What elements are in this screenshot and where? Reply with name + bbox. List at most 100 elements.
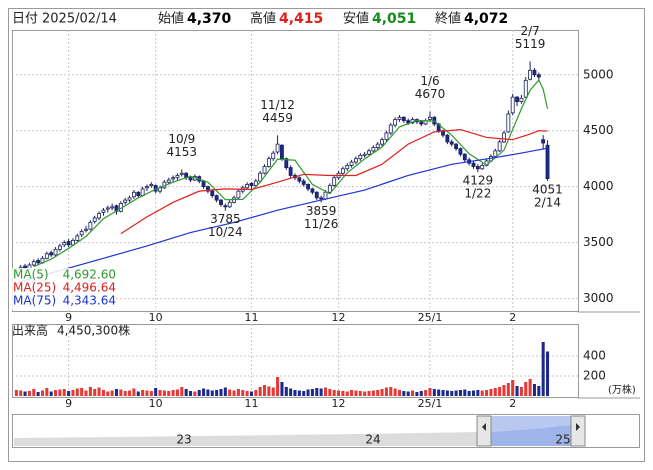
x-tick-label: 2 bbox=[509, 311, 516, 324]
candle-body bbox=[327, 185, 332, 193]
volume-bar bbox=[215, 390, 219, 396]
x-tick-label: 12 bbox=[332, 397, 346, 410]
volume-bar bbox=[506, 383, 510, 396]
volume-bar bbox=[206, 389, 210, 396]
volume-bar bbox=[354, 390, 358, 396]
volume-bar bbox=[54, 390, 58, 396]
candle-body bbox=[166, 179, 171, 183]
legend-name: MA(75) bbox=[13, 294, 56, 308]
volume-bar bbox=[454, 390, 458, 396]
x-tick-label: 11 bbox=[244, 397, 258, 410]
volume-bar bbox=[350, 390, 354, 396]
candle-body bbox=[123, 199, 128, 203]
volume-bar bbox=[432, 389, 436, 396]
volume-bar bbox=[45, 388, 49, 396]
candle-body bbox=[88, 222, 93, 230]
volume-bar bbox=[332, 390, 336, 396]
volume-bar bbox=[445, 390, 449, 396]
candle-body bbox=[536, 74, 541, 78]
navigator-handle[interactable] bbox=[570, 415, 586, 447]
candle-body bbox=[510, 96, 515, 114]
x-tick-label: 10 bbox=[149, 397, 163, 410]
candle-body bbox=[545, 144, 550, 180]
volume-bar bbox=[380, 389, 384, 396]
candle-body bbox=[57, 245, 62, 250]
candle-body bbox=[475, 166, 480, 170]
candle-body bbox=[375, 143, 380, 148]
volume-bar bbox=[36, 392, 40, 396]
field-label: 安値 bbox=[343, 11, 369, 27]
candle-body bbox=[62, 242, 67, 246]
volume-bar bbox=[62, 389, 66, 396]
volume-bar bbox=[402, 391, 406, 396]
volume-bar bbox=[341, 391, 345, 396]
candle-body bbox=[110, 206, 115, 209]
candle-body bbox=[171, 177, 176, 180]
volume-bar bbox=[228, 389, 232, 396]
navigator-handle[interactable] bbox=[476, 415, 492, 447]
candle-body bbox=[236, 190, 241, 199]
candle-body bbox=[523, 79, 528, 98]
volume-bar bbox=[428, 388, 432, 396]
candle-body bbox=[31, 261, 36, 266]
volume-bar bbox=[315, 388, 319, 396]
candle-body bbox=[253, 180, 258, 186]
volume-bar bbox=[328, 389, 332, 396]
navigator-label: 24 bbox=[365, 433, 380, 447]
candle-body bbox=[358, 154, 363, 160]
candle-body bbox=[497, 141, 502, 152]
volume-bar bbox=[493, 388, 497, 396]
y-tick-label: 3500 bbox=[583, 235, 614, 249]
volume-bar bbox=[193, 391, 197, 396]
legend-name: MA(25) bbox=[13, 281, 56, 295]
candle-body bbox=[458, 148, 463, 155]
ma-line bbox=[16, 147, 548, 284]
field-value: 4,415 bbox=[279, 11, 323, 27]
candle-body bbox=[471, 162, 476, 167]
volume-bar bbox=[393, 388, 397, 396]
candle-body bbox=[454, 143, 459, 150]
y-tick-label: 5000 bbox=[583, 67, 614, 81]
legend: MA(5) 4,692.60 MA(25) 4,496.64 MA(75) 4,343.6… bbox=[12, 268, 116, 310]
candle-body bbox=[280, 144, 284, 160]
volume-bar bbox=[97, 387, 101, 396]
volume-bar bbox=[345, 391, 349, 396]
volume-bar bbox=[463, 389, 467, 396]
candle-body bbox=[340, 168, 345, 174]
annotation-date: 10/9 bbox=[168, 132, 195, 146]
annotation-date: 1/6 bbox=[420, 74, 439, 88]
volume-bar bbox=[502, 385, 506, 396]
annotation-value: 4051 bbox=[532, 182, 563, 196]
candle-body bbox=[319, 197, 324, 200]
candle-body bbox=[388, 124, 393, 134]
volume-label: 出来高 bbox=[12, 324, 48, 338]
candle-body bbox=[419, 121, 424, 125]
volume-bar bbox=[180, 387, 184, 396]
y-tick-label: 3000 bbox=[583, 291, 614, 305]
candle-body bbox=[362, 153, 367, 156]
candle-body bbox=[266, 158, 271, 167]
y-tick-label: 4500 bbox=[583, 123, 614, 137]
volume-bar bbox=[71, 390, 75, 396]
volume-bar bbox=[80, 388, 84, 396]
volume-bar bbox=[110, 390, 114, 396]
volume-bar bbox=[101, 390, 105, 396]
volume-bar bbox=[171, 390, 175, 396]
candle-body bbox=[506, 113, 511, 133]
candle-body bbox=[49, 252, 54, 256]
volume-bar bbox=[384, 387, 388, 396]
volume-bar bbox=[19, 390, 23, 396]
volume-bar bbox=[310, 389, 314, 396]
volume-bar bbox=[476, 390, 480, 396]
candle-body bbox=[301, 180, 306, 185]
volume-bar bbox=[358, 391, 362, 396]
volume-bar bbox=[136, 391, 140, 396]
volume-bar bbox=[467, 391, 471, 396]
candle-body bbox=[445, 134, 450, 143]
candle-body bbox=[258, 172, 263, 182]
volume-bar bbox=[40, 390, 45, 396]
navigator-label: 25 bbox=[555, 433, 570, 447]
